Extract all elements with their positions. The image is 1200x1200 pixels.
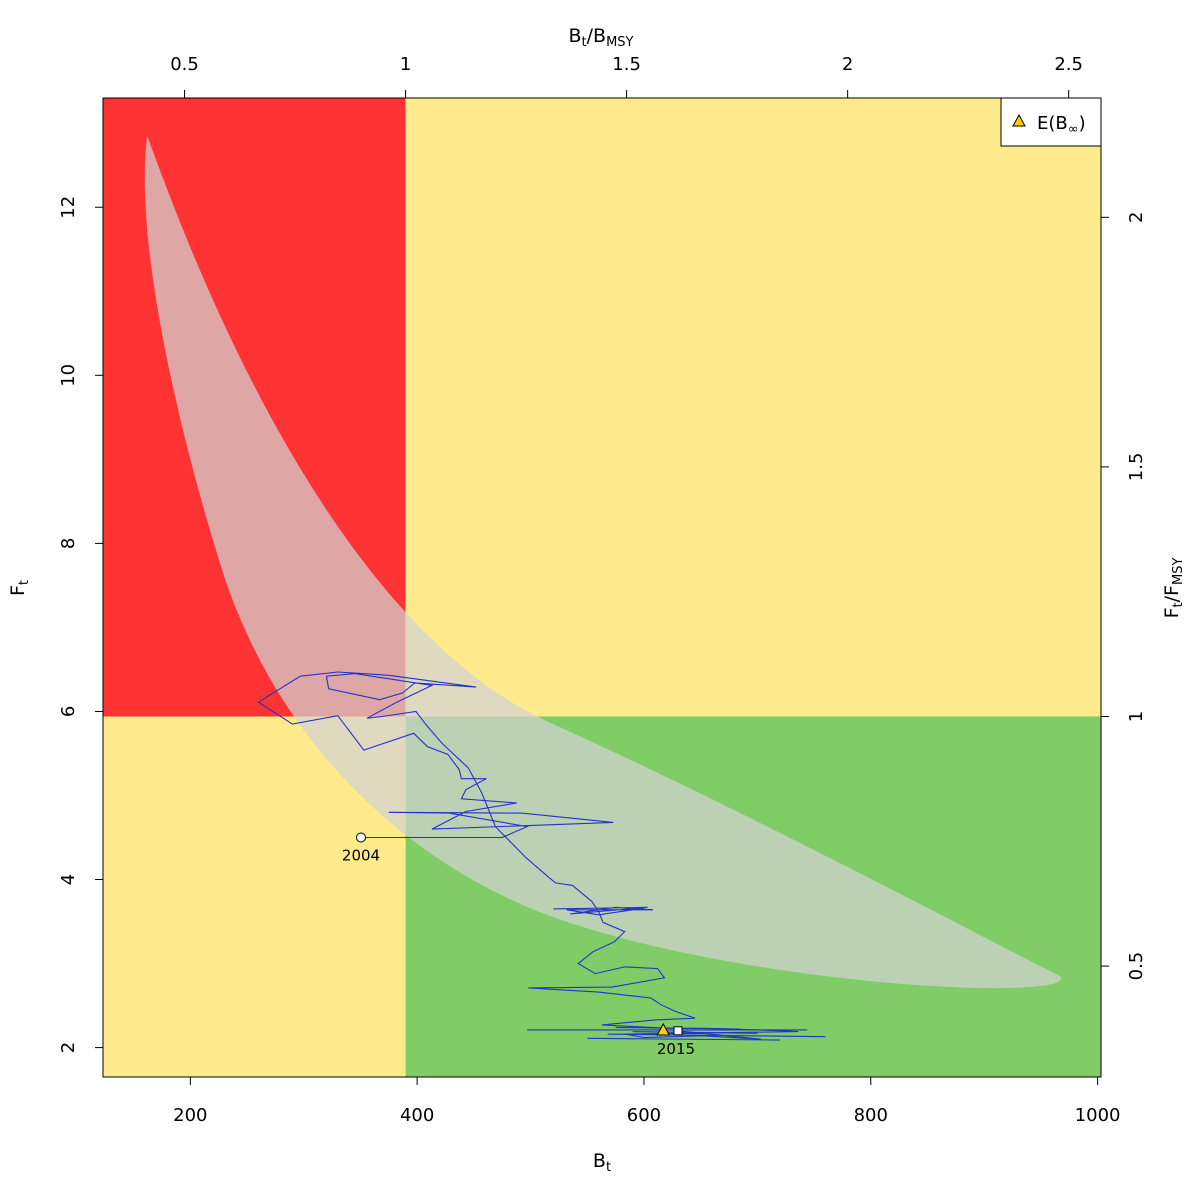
x-axis: 200 400 600 800 1000 <box>173 1076 1121 1126</box>
x-tick-label: 1000 <box>1075 1105 1121 1126</box>
y-tick-label: 12 <box>58 196 79 219</box>
y-tick-label: 6 <box>58 706 79 717</box>
x2-tick-label: 1 <box>400 54 411 75</box>
x2-tick-label: 1.5 <box>612 54 641 75</box>
x-tick-label: 800 <box>854 1105 888 1126</box>
x2-tick-label: 0.5 <box>170 54 199 75</box>
trajectory-segment <box>587 1037 781 1041</box>
y-tick-label: 8 <box>58 538 79 549</box>
end-year-label: 2015 <box>657 1040 695 1058</box>
credible-region <box>144 135 1062 989</box>
legend-triangle-icon <box>1012 113 1026 127</box>
y2-axis-title: Ft/FMSY <box>1161 558 1186 619</box>
y2-axis: 0.5 1 1.5 2 <box>1100 212 1147 981</box>
trajectory-segment <box>632 1031 758 1034</box>
x-tick-label: 600 <box>627 1105 661 1126</box>
expected-equilibrium-marker <box>656 1022 671 1036</box>
x2-axis: 0.5 1 1.5 2 2.5 <box>170 54 1083 99</box>
end-point-marker <box>673 1026 683 1036</box>
zones <box>103 98 1101 1077</box>
trajectory-line-excursion <box>553 906 654 916</box>
x2-tick-label: 2 <box>842 54 853 75</box>
x-axis-title: Bt <box>593 1150 611 1175</box>
y2-tick-label: 1.5 <box>1126 453 1147 482</box>
x2-tick-label: 2.5 <box>1054 54 1083 75</box>
zone-overfishing <box>405 98 1101 717</box>
y2-tick-label: 1 <box>1126 711 1147 722</box>
start-point-marker <box>356 832 367 843</box>
y-tick-label: 2 <box>58 1042 79 1053</box>
y-tick-label: 4 <box>58 874 79 885</box>
legend-label: E(B∞) <box>1037 113 1086 137</box>
x-tick-label: 400 <box>400 1105 434 1126</box>
start-year-label: 2004 <box>342 847 380 865</box>
y2-tick-label: 2 <box>1126 212 1147 223</box>
x2-axis-title: Bt/BMSY <box>568 25 633 50</box>
y-tick-label: 10 <box>58 364 79 387</box>
y-axis-title: Ft <box>7 580 32 596</box>
y2-tick-label: 0.5 <box>1126 952 1147 981</box>
x-tick-label: 200 <box>173 1105 207 1126</box>
y-axis: 2 4 6 8 10 12 <box>58 196 104 1053</box>
legend: E(B∞) <box>1000 97 1102 147</box>
trajectory <box>257 671 826 1041</box>
trajectory-segment <box>607 1033 826 1038</box>
trajectory-line <box>257 671 799 1040</box>
